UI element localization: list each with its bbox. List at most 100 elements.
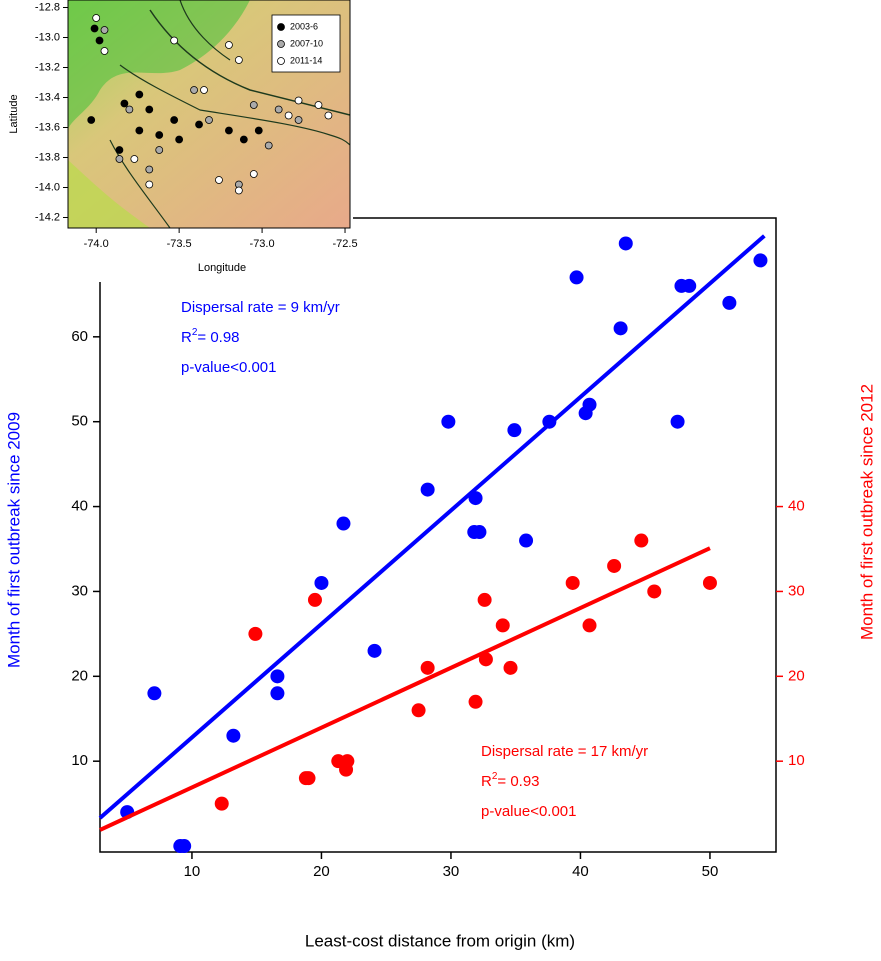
map-point: [215, 177, 222, 184]
data-point: [619, 236, 633, 250]
map-point: [101, 48, 108, 55]
data-point: [226, 729, 240, 743]
legend-label: 2003-6: [290, 21, 318, 31]
x-tick-label: 20: [313, 863, 330, 880]
y-tick-label: 30: [71, 582, 88, 599]
map-point: [136, 127, 143, 134]
y-axis-title: Month of first outbreak since 2009: [4, 412, 23, 668]
annotation: Dispersal rate = 17 km/yr: [481, 743, 648, 760]
data-point: [682, 279, 696, 293]
data-point: [441, 415, 455, 429]
map-point: [88, 117, 95, 124]
data-point: [722, 296, 736, 310]
data-point: [614, 321, 628, 335]
annotation: p-value<0.001: [181, 359, 277, 376]
annotation-part: = 0.93: [497, 773, 539, 790]
map-point: [96, 37, 103, 44]
data-point: [469, 695, 483, 709]
y-tick-label: -13.6: [35, 121, 60, 133]
page: {"chart_data": [ {"type": "scatter", "x_…: [0, 0, 881, 961]
map-point: [146, 181, 153, 188]
x-tick-label: -73.5: [167, 238, 192, 250]
data-point: [421, 661, 435, 675]
data-point: [478, 593, 492, 607]
y-axis-title: Latitude: [8, 94, 20, 133]
data-point: [570, 270, 584, 284]
data-point: [504, 661, 518, 675]
map-point: [156, 147, 163, 154]
map-point: [250, 171, 257, 178]
data-point: [308, 593, 322, 607]
x-tick-label: -74.0: [84, 238, 109, 250]
map-point: [225, 127, 232, 134]
y-tick-label: -13.2: [35, 61, 60, 73]
y2-tick-label: 40: [788, 498, 805, 515]
map-point: [101, 27, 108, 34]
map-point: [196, 121, 203, 128]
map-point: [285, 112, 292, 119]
map-point: [265, 142, 272, 149]
data-point: [368, 644, 382, 658]
data-point: [671, 415, 685, 429]
y2-tick-label: 20: [788, 667, 805, 684]
annotation: R2= 0.93: [481, 771, 540, 790]
annotation-part: R: [481, 773, 492, 790]
map-point: [235, 57, 242, 64]
map-point: [255, 127, 262, 134]
x-tick-label: -72.5: [332, 238, 357, 250]
annotation-part: R: [181, 329, 192, 346]
legend-label: 2011-14: [290, 55, 322, 65]
map-point: [235, 187, 242, 194]
map-point: [206, 117, 213, 124]
y2-axis-title: Month of first outbreak since 2012: [857, 384, 876, 640]
data-point: [270, 686, 284, 700]
data-point: [147, 686, 161, 700]
x-tick-label: 10: [184, 863, 201, 880]
data-point: [507, 423, 521, 437]
x-axis-title: Longitude: [198, 262, 246, 274]
map-point: [201, 87, 208, 94]
map-point: [126, 106, 133, 113]
map-point: [176, 136, 183, 143]
data-point: [753, 253, 767, 267]
data-point: [314, 576, 328, 590]
map-point: [91, 25, 98, 32]
map-point: [156, 132, 163, 139]
x-tick-label: -73.0: [250, 238, 275, 250]
y-tick-label: -13.0: [35, 31, 60, 43]
data-point: [703, 576, 717, 590]
x-axis-title: Least-cost distance from origin (km): [305, 931, 575, 950]
y-tick-label: -13.4: [35, 91, 60, 103]
y-tick-label: 20: [71, 667, 88, 684]
x-tick-label: 50: [702, 863, 719, 880]
map-point: [325, 112, 332, 119]
y2-tick-label: 30: [788, 582, 805, 599]
data-point: [301, 771, 315, 785]
legend-swatch: [278, 41, 285, 48]
map-point: [146, 166, 153, 173]
legend-label: 2007-10: [290, 38, 323, 48]
data-point: [412, 703, 426, 717]
data-point: [566, 576, 580, 590]
annotation-part: = 0.98: [197, 329, 239, 346]
data-point: [336, 517, 350, 531]
map-point: [136, 91, 143, 98]
map-point: [93, 15, 100, 22]
data-point: [421, 483, 435, 497]
map-point: [191, 87, 198, 94]
data-point: [583, 398, 597, 412]
y-tick-label: 60: [71, 328, 88, 345]
annotation: p-value<0.001: [481, 803, 577, 820]
map-point: [116, 156, 123, 163]
y-tick-label: 40: [71, 498, 88, 515]
data-point: [496, 618, 510, 632]
data-point: [270, 669, 284, 683]
data-point: [472, 525, 486, 539]
map-point: [131, 156, 138, 163]
annotation: R2= 0.98: [181, 327, 240, 346]
trend-line: [100, 548, 710, 830]
data-point: [248, 627, 262, 641]
map-point: [116, 147, 123, 154]
map-point: [250, 102, 257, 109]
y-tick-label: -13.8: [35, 151, 60, 163]
